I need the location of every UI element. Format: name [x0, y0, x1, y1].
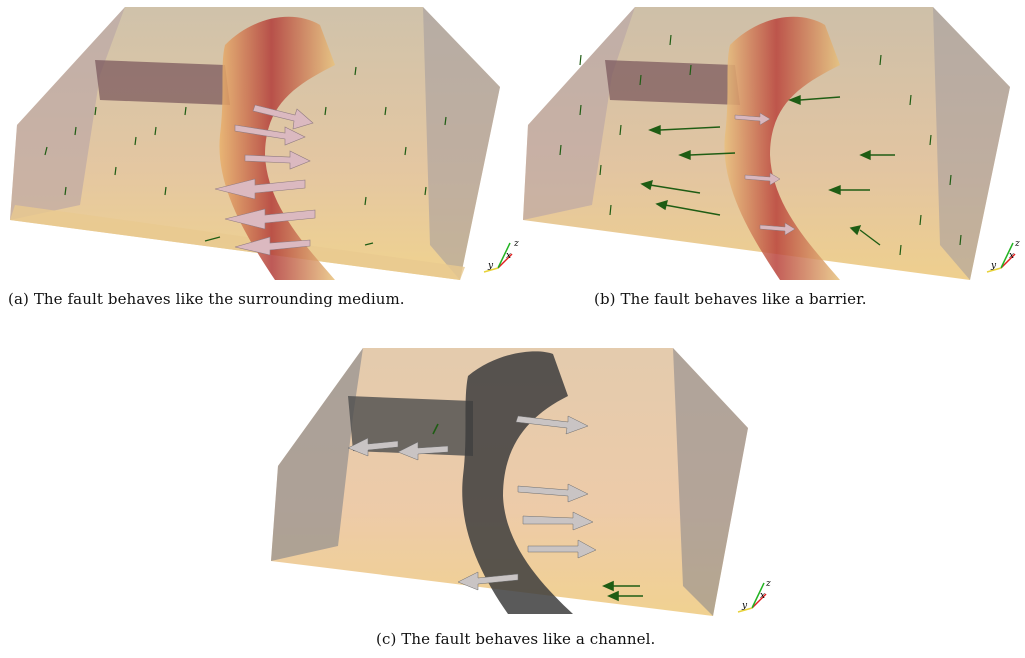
large-arrows [214, 104, 316, 256]
axis-label-y: y [487, 261, 494, 271]
block-side-front [10, 205, 465, 280]
x-axis-icon [497, 253, 513, 269]
axis-label-z: z [765, 579, 771, 589]
gray-arrows [347, 415, 597, 591]
caption-c: (c) The fault behaves like a channel. [376, 630, 656, 648]
y-axis-icon [737, 607, 753, 613]
green-arrows [640, 94, 895, 246]
green-arrows [432, 423, 643, 602]
small-arrows [44, 66, 447, 246]
z-axis-icon [497, 242, 511, 269]
z-axis-icon [1000, 242, 1014, 269]
panel-b-render [523, 7, 1010, 280]
caption-b: (b) The fault behaves like a barrier. [594, 290, 867, 308]
fault-arm [348, 396, 473, 456]
axis-label-x: x [1009, 251, 1014, 261]
panel-c [268, 346, 768, 618]
fault-surface [462, 351, 573, 614]
axes-triad-c: x z y [737, 579, 771, 613]
caption-a: (a) The fault behaves like the surroundi… [8, 290, 405, 308]
block-side-right [673, 348, 748, 616]
panel-a [5, 5, 510, 287]
fault-arm [95, 60, 230, 105]
axis-label-y: y [741, 601, 748, 611]
panel-b [520, 5, 1020, 287]
small-arrows [559, 34, 962, 256]
axis-label-x: x [760, 591, 765, 601]
panel-a-render [10, 7, 500, 280]
pink-arrows [734, 112, 796, 236]
y-axis-icon [483, 267, 499, 273]
x-axis-icon [751, 593, 767, 609]
axis-label-x: x [506, 251, 511, 261]
fault-arm [605, 60, 740, 105]
block-side-right [423, 7, 500, 280]
x-axis-icon [1000, 253, 1016, 269]
block-side-left [271, 348, 363, 561]
axes-triad-a: x z y [483, 239, 519, 273]
block-side-right [933, 7, 1010, 280]
axis-label-z: z [1014, 239, 1020, 249]
axes-triad-b: x z y [986, 239, 1020, 273]
axis-label-y: y [990, 261, 997, 271]
panel-c-render [271, 348, 748, 616]
y-axis-icon [986, 267, 1002, 273]
fault-surface [724, 16, 840, 280]
axis-label-z: z [513, 239, 519, 249]
z-axis-icon [751, 582, 765, 609]
